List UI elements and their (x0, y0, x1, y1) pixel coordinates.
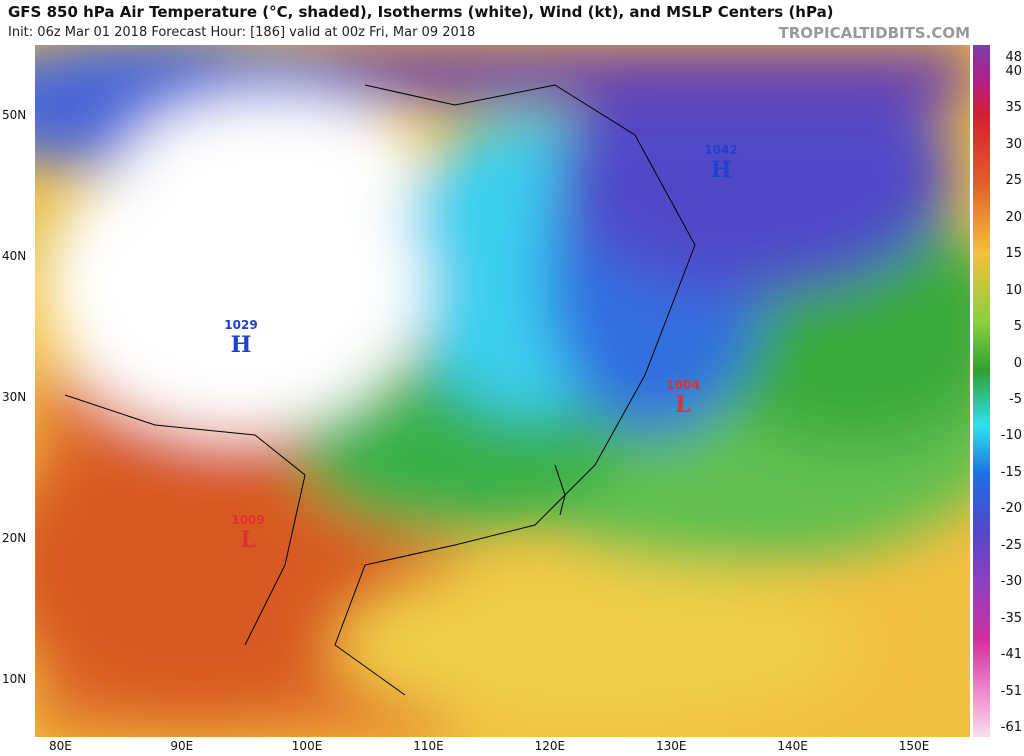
colorbar-label: -25 (1000, 537, 1022, 553)
colorbar-label: 25 (1005, 173, 1022, 189)
colorbar-label: -15 (1000, 464, 1022, 480)
colorbar-label: 20 (1005, 209, 1022, 225)
colorbar-label: -30 (1000, 574, 1022, 590)
lat-label: 20N (2, 531, 27, 545)
colorbar-label: -5 (1009, 392, 1022, 407)
colorbar-label: 5 (1013, 319, 1022, 335)
lon-label: 120E (534, 739, 566, 753)
lon-label: 80E (49, 739, 72, 753)
lat-label: 30N (2, 390, 27, 404)
pressure-center: 1029 H (216, 318, 266, 358)
lat-label: 50N (2, 108, 27, 122)
lon-label: 130E (656, 739, 687, 753)
pressure-symbol: H (710, 157, 732, 183)
pressure-center: 1042 H (696, 143, 746, 183)
pressure-symbol: H (230, 332, 252, 358)
colorbar-label: -61 (1000, 720, 1022, 735)
pressure-symbol: L (675, 392, 691, 418)
colorbar-label: 35 (1005, 100, 1022, 116)
pressure-center: 1009 L (223, 513, 273, 553)
title: GFS 850 hPa Air Temperature (°C, shaded)… (8, 3, 834, 21)
pressure-value: 1029 (224, 318, 258, 332)
lon-label: 140E (777, 739, 808, 753)
colorbar-label: 15 (1005, 246, 1022, 262)
colorbar-label: 0 (1013, 355, 1022, 371)
subtitle: Init: 06z Mar 01 2018 Forecast Hour: [18… (8, 25, 476, 40)
colorbar-label: -10 (1000, 428, 1022, 444)
pressure-center: 1004 L (658, 378, 708, 418)
colorbar-label: -51 (1000, 683, 1022, 699)
pressure-value: 1009 (231, 513, 265, 527)
lon-label: 150E (898, 739, 930, 753)
lon-label: 90E (170, 739, 194, 753)
lat-label: 40N (2, 249, 27, 263)
site: TROPICALTIDBITS.COM (778, 24, 971, 42)
pressure-value: 1042 (704, 143, 738, 157)
colorbar-label: -20 (1000, 501, 1022, 517)
pressure-symbol: L (240, 527, 256, 553)
colorbar-label: 10 (1005, 282, 1022, 298)
lon-label: 110E (413, 739, 444, 753)
colorbar-label: -35 (1000, 610, 1022, 626)
colorbar-label: 30 (1005, 136, 1022, 152)
pressure-value: 1004 (666, 378, 700, 392)
colorbar-label: 48 (1005, 50, 1022, 65)
colorbar-label: 40 (1005, 64, 1022, 79)
lat-label: 10N (2, 672, 27, 686)
map (35, 45, 970, 737)
colorbar-label: -41 (1000, 647, 1022, 663)
colorbar (973, 45, 990, 737)
lon-label: 100E (291, 739, 323, 753)
